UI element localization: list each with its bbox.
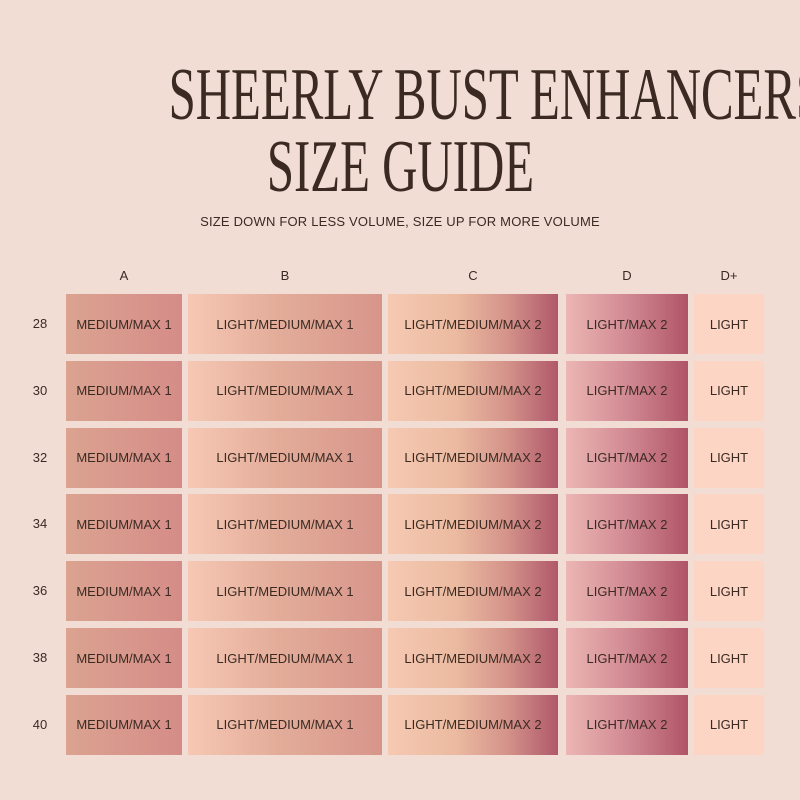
table-cell: LIGHT [694, 360, 764, 421]
row-header-band: 32 [32, 449, 48, 465]
page-title-line-2: SIZE GUIDE [0, 130, 800, 204]
column-header-4: D+ [720, 268, 738, 283]
title-text: SHEERLY BUST ENHANCERS [168, 54, 800, 136]
table-cell: LIGHT/MEDIUM/MAX 2 [388, 427, 558, 488]
row-header-band: 38 [32, 650, 48, 665]
table-cell: LIGHT/MAX 2 [566, 494, 688, 555]
table-cell: LIGHT/MEDIUM/MAX 1 [188, 494, 382, 555]
table-cell: LIGHT/MAX 2 [566, 561, 688, 622]
table-cell: LIGHT/MEDIUM/MAX 1 [188, 294, 382, 354]
table-cell: LIGHT/MEDIUM/MAX 1 [188, 694, 382, 755]
table-cell: LIGHT/MEDIUM/MAX 2 [388, 628, 558, 688]
table-cell: LIGHT [694, 494, 764, 555]
table-cell: LIGHT/MAX 2 [566, 628, 688, 688]
table-cell: LIGHT/MEDIUM/MAX 1 [188, 561, 382, 622]
table-cell: LIGHT [694, 561, 764, 622]
row-header-band: 28 [32, 316, 48, 331]
table-cell: LIGHT/MAX 2 [566, 294, 688, 354]
table-cell: LIGHT/MEDIUM/MAX 1 [188, 427, 382, 488]
table-cell: LIGHT [694, 427, 764, 488]
table-cell: LIGHT/MEDIUM/MAX 2 [388, 294, 558, 354]
column-header-1: B [280, 268, 290, 283]
table-cell: LIGHT/MEDIUM/MAX 2 [388, 561, 558, 622]
table-cell: LIGHT/MEDIUM/MAX 1 [188, 360, 382, 421]
table-cell: LIGHT/MAX 2 [566, 694, 688, 755]
table-cell: MEDIUM/MAX 1 [66, 628, 182, 688]
table-cell: LIGHT/MAX 2 [566, 360, 688, 421]
table-cell: MEDIUM/MAX 1 [66, 561, 182, 622]
table-cell: LIGHT/MEDIUM/MAX 2 [388, 494, 558, 555]
table-cell: LIGHT/MAX 2 [566, 427, 688, 488]
column-header-3: D [622, 268, 632, 283]
title-text: SIZE GUIDE [266, 126, 534, 208]
table-cell: MEDIUM/MAX 1 [66, 294, 182, 354]
table-cell: LIGHT/MEDIUM/MAX 2 [388, 360, 558, 421]
subtitle: SIZE DOWN FOR LESS VOLUME, SIZE UP FOR M… [200, 214, 600, 229]
table-cell: LIGHT [694, 628, 764, 688]
page-title-line-1: SHEERLY BUST ENHANCERS [0, 58, 800, 132]
table-cell: LIGHT/MEDIUM/MAX 2 [388, 694, 558, 755]
table-cell: MEDIUM/MAX 1 [66, 494, 182, 555]
table-cell: MEDIUM/MAX 1 [66, 694, 182, 755]
column-header-0: A [119, 268, 129, 283]
row-header-band: 40 [32, 716, 48, 732]
table-cell: LIGHT/MEDIUM/MAX 1 [188, 628, 382, 688]
table-cell: MEDIUM/MAX 1 [66, 427, 182, 488]
row-header-band: 36 [32, 583, 48, 599]
table-cell: LIGHT [694, 294, 764, 354]
table-cell: MEDIUM/MAX 1 [66, 360, 182, 421]
row-header-band: 34 [32, 516, 48, 532]
table-cell: LIGHT [694, 694, 764, 755]
column-header-2: C [468, 268, 478, 283]
row-header-band: 30 [32, 382, 48, 398]
